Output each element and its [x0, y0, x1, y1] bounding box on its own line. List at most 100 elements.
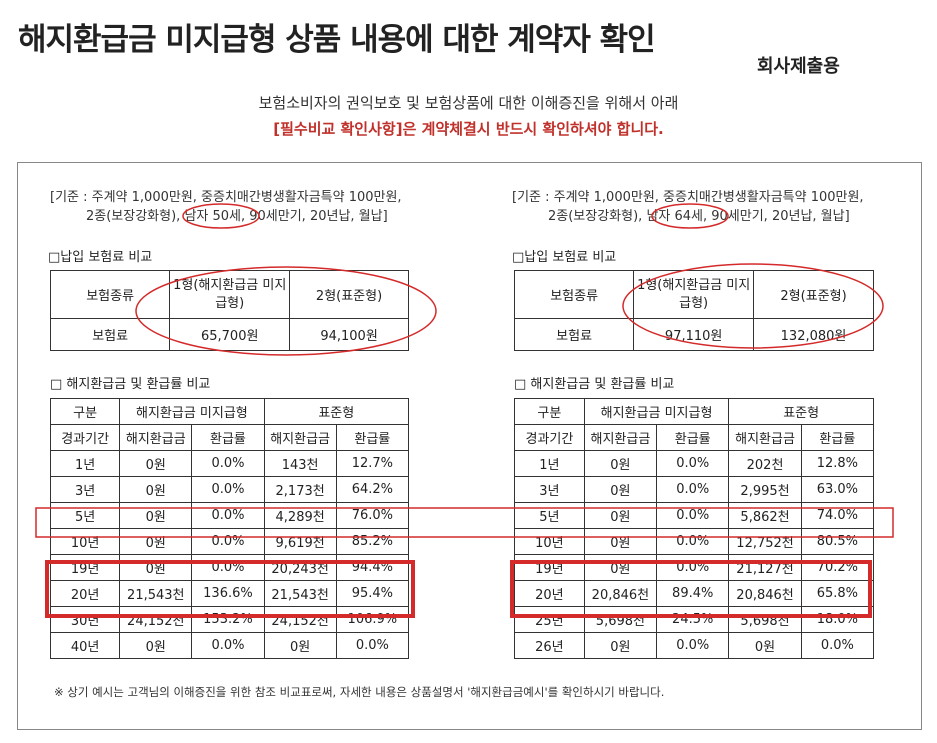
premium-col1: 1형(해지환급금 미지급형) — [633, 270, 755, 319]
rate1-cell: 0.0% — [656, 476, 730, 503]
left-refund-heading: □ 해지환급금 및 환급률 비교 — [50, 377, 211, 392]
amount2-cell: 21,543천 — [263, 580, 337, 607]
rate2-cell: 80.5% — [800, 528, 875, 555]
period-cell: 10년 — [49, 528, 121, 555]
amount1-cell: 0원 — [583, 476, 658, 503]
rate1-cell: 89.4% — [656, 580, 730, 607]
amount2-cell: 20,243천 — [263, 554, 337, 581]
period-cell: 26년 — [514, 632, 585, 659]
rate1-cell: 0.0% — [656, 450, 730, 477]
table-row: 3년 0원 0.0% 2,173천 64.2% — [49, 476, 410, 503]
rate2-cell: 76.0% — [335, 502, 410, 529]
rate1-cell: 0.0% — [191, 450, 265, 477]
premium-type-label: 보험종류 — [49, 270, 171, 319]
amount1-cell: 21,543천 — [119, 580, 193, 607]
header-amount1: 해지환급금 — [119, 424, 193, 451]
table-row: 5년 0원 0.0% 4,289천 76.0% — [49, 502, 410, 529]
amount2-cell: 4,289천 — [263, 502, 337, 529]
amount1-cell: 0원 — [119, 502, 193, 529]
right-basis-line1: [기준 : 주계약 1,000만원, 중증치매간병생활자금특약 100만원, — [512, 190, 864, 205]
period-cell: 1년 — [514, 450, 585, 477]
rate1-cell: 0.0% — [656, 554, 730, 581]
period-cell: 3년 — [49, 476, 121, 503]
header-amount1: 해지환급금 — [583, 424, 658, 451]
period-cell: 40년 — [49, 632, 121, 659]
premium-val2: 94,100원 — [289, 318, 409, 351]
period-cell: 3년 — [514, 476, 585, 503]
premium-val2: 132,080원 — [753, 318, 874, 351]
header-type2: 표준형 — [728, 398, 874, 425]
period-cell: 5년 — [514, 502, 585, 529]
period-cell: 10년 — [514, 528, 585, 555]
right-basis-line2: 2종(보장강화형), 남자 64세, 90세만기, 20년납, 월납] — [548, 209, 850, 224]
right-refund-table: 구분 해지환급금 미지급형 표준형 경과기간 해지환급금 환급률 해지환급금 환… — [514, 398, 875, 659]
amount1-cell: 0원 — [583, 632, 658, 659]
amount1-cell: 0원 — [119, 528, 193, 555]
amount1-cell: 0원 — [119, 450, 193, 477]
period-cell: 1년 — [49, 450, 121, 477]
period-cell: 25년 — [514, 606, 585, 633]
table-row: 19년 0원 0.0% 20,243천 94.4% — [49, 554, 410, 581]
comparison-frame — [17, 162, 922, 730]
amount2-cell: 21,127천 — [728, 554, 802, 581]
rate1-cell: 0.0% — [656, 502, 730, 529]
rate1-cell: 0.0% — [191, 476, 265, 503]
amount1-cell: 0원 — [583, 554, 658, 581]
intro-text: 보험소비자의 권익보호 및 보험상품에 대한 이해증진을 위해서 아래 — [258, 94, 679, 112]
submission-tag: 회사제출용 — [757, 56, 840, 77]
rate1-cell: 0.0% — [191, 528, 265, 555]
amount2-cell: 9,619천 — [263, 528, 337, 555]
premium-val1: 65,700원 — [169, 318, 291, 351]
header-type2: 표준형 — [263, 398, 410, 425]
header-amount2: 해지환급금 — [263, 424, 337, 451]
premium-type-label: 보험종류 — [513, 270, 635, 319]
right-premium-table: 보험종류 1형(해지환급금 미지급형) 2형(표준형) 보험료 97,110원 … — [513, 270, 874, 351]
page-title: 해지환급금 미지급형 상품 내용에 대한 계약자 확인 — [18, 22, 656, 58]
period-cell: 20년 — [49, 580, 121, 607]
table-row: 1년 0원 0.0% 143천 12.7% — [49, 450, 410, 477]
amount2-cell: 0원 — [728, 632, 802, 659]
rate2-cell: 95.4% — [335, 580, 410, 607]
rate2-cell: 70.2% — [800, 554, 875, 581]
amount2-cell: 5,698천 — [728, 606, 802, 633]
rate2-cell: 65.8% — [800, 580, 875, 607]
header-period: 경과기간 — [514, 424, 585, 451]
rate2-cell: 64.2% — [335, 476, 410, 503]
rate2-cell: 18.0% — [800, 606, 875, 633]
rate1-cell: 136.6% — [191, 580, 265, 607]
table-row: 25년 5,698천 24.5% 5,698천 18.0% — [514, 606, 875, 633]
header-period: 경과기간 — [49, 424, 121, 451]
header-amount2: 해지환급금 — [728, 424, 802, 451]
amount1-cell: 0원 — [583, 528, 658, 555]
amount2-cell: 202천 — [728, 450, 802, 477]
header-rate2: 환급률 — [800, 424, 875, 451]
period-cell: 5년 — [49, 502, 121, 529]
rate2-cell: 94.4% — [335, 554, 410, 581]
amount2-cell: 143천 — [263, 450, 337, 477]
amount2-cell: 0원 — [263, 632, 337, 659]
amount2-cell: 24,152천 — [263, 606, 337, 633]
amount2-cell: 12,752천 — [728, 528, 802, 555]
table-row: 3년 0원 0.0% 2,995천 63.0% — [514, 476, 875, 503]
rate2-cell: 12.7% — [335, 450, 410, 477]
amount2-cell: 20,846천 — [728, 580, 802, 607]
rate1-cell: 0.0% — [191, 502, 265, 529]
rate2-cell: 85.2% — [335, 528, 410, 555]
period-cell: 20년 — [514, 580, 585, 607]
table-row: 19년 0원 0.0% 21,127천 70.2% — [514, 554, 875, 581]
premium-col2: 2형(표준형) — [289, 270, 409, 319]
header-type1: 해지환급금 미지급형 — [583, 398, 730, 425]
left-refund-table: 구분 해지환급금 미지급형 표준형 경과기간 해지환급금 환급률 해지환급금 환… — [49, 398, 410, 659]
table-row: 20년 20,846천 89.4% 20,846천 65.8% — [514, 580, 875, 607]
premium-col1: 1형(해지환급금 미지급형) — [169, 270, 291, 319]
rate2-cell: 12.8% — [800, 450, 875, 477]
rate1-cell: 153.2% — [191, 606, 265, 633]
table-row: 1년 0원 0.0% 202천 12.8% — [514, 450, 875, 477]
table-row: 26년 0원 0.0% 0원 0.0% — [514, 632, 875, 659]
amount1-cell: 24,152천 — [119, 606, 193, 633]
amount1-cell: 0원 — [119, 554, 193, 581]
table-row: 5년 0원 0.0% 5,862천 74.0% — [514, 502, 875, 529]
right-basis: [기준 : 주계약 1,000만원, 중증치매간병생활자금특약 100만원, 2… — [512, 188, 864, 226]
rate2-cell: 74.0% — [800, 502, 875, 529]
header-gubun: 구분 — [49, 398, 121, 425]
